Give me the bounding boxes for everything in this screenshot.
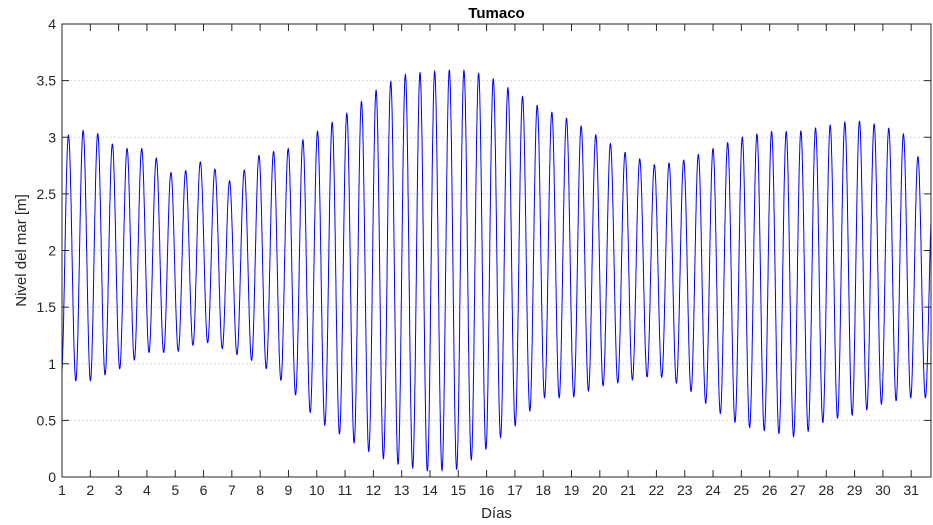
y-tick-label: 3 xyxy=(48,129,56,145)
x-tick-label: 2 xyxy=(86,482,94,498)
chart-title: Tumaco xyxy=(468,5,524,22)
x-tick-label: 22 xyxy=(649,482,665,498)
ticks xyxy=(61,23,931,478)
x-tick-label: 29 xyxy=(847,482,863,498)
y-tick-label: 0.5 xyxy=(37,412,57,428)
x-tick-label: 13 xyxy=(394,482,410,498)
x-tick-label: 12 xyxy=(366,482,382,498)
x-tick-label: 21 xyxy=(620,482,636,498)
x-tick-label: 19 xyxy=(564,482,580,498)
x-tick-label: 26 xyxy=(762,482,778,498)
x-tick-label: 28 xyxy=(818,482,834,498)
y-tick-label: 3.5 xyxy=(37,73,57,89)
x-axis-label: Días xyxy=(481,505,512,522)
y-axis-label: Nivel del mar [m] xyxy=(13,194,30,307)
x-tick-label: 8 xyxy=(256,482,264,498)
x-tick-label: 3 xyxy=(115,482,123,498)
x-tick-label: 18 xyxy=(535,482,551,498)
x-tick-labels: 1 2 3 4 5 6 7 8 9 10 11 12 13 14 15 16 17 18 19 20 21 22 23 24 2… xyxy=(58,482,919,498)
x-tick-label: 6 xyxy=(200,482,208,498)
y-tick-label: 1 xyxy=(48,356,56,372)
x-tick-label: 14 xyxy=(422,482,438,498)
x-tick-label: 31 xyxy=(903,482,919,498)
x-tick-label: 16 xyxy=(479,482,495,498)
x-tick-label: 30 xyxy=(875,482,891,498)
x-tick-label: 25 xyxy=(734,482,750,498)
x-tick-label: 20 xyxy=(592,482,608,498)
x-tick-label: 27 xyxy=(790,482,806,498)
x-tick-label: 5 xyxy=(171,482,179,498)
x-tick-label: 24 xyxy=(705,482,721,498)
y-tick-label: 2.5 xyxy=(37,186,57,202)
y-tick-label: 4 xyxy=(48,16,56,32)
x-tick-label: 7 xyxy=(228,482,236,498)
y-tick-label: 2 xyxy=(48,243,56,259)
y-tick-labels: 0 0.5 1 1.5 2 2.5 3 3.5 4 xyxy=(37,16,57,485)
x-tick-label: 9 xyxy=(285,482,293,498)
x-tick-label: 10 xyxy=(309,482,325,498)
y-tick-label: 1.5 xyxy=(37,299,57,315)
x-tick-label: 23 xyxy=(677,482,693,498)
x-tick-label: 11 xyxy=(338,482,353,498)
x-tick-label: 15 xyxy=(450,482,466,498)
x-tick-label: 1 xyxy=(58,482,66,498)
series-layer xyxy=(61,69,932,472)
x-tick-label: 17 xyxy=(507,482,523,498)
grid xyxy=(62,80,931,421)
x-tick-label: 4 xyxy=(143,482,151,498)
sea-level-line xyxy=(61,69,932,472)
y-tick-label: 0 xyxy=(48,469,56,485)
